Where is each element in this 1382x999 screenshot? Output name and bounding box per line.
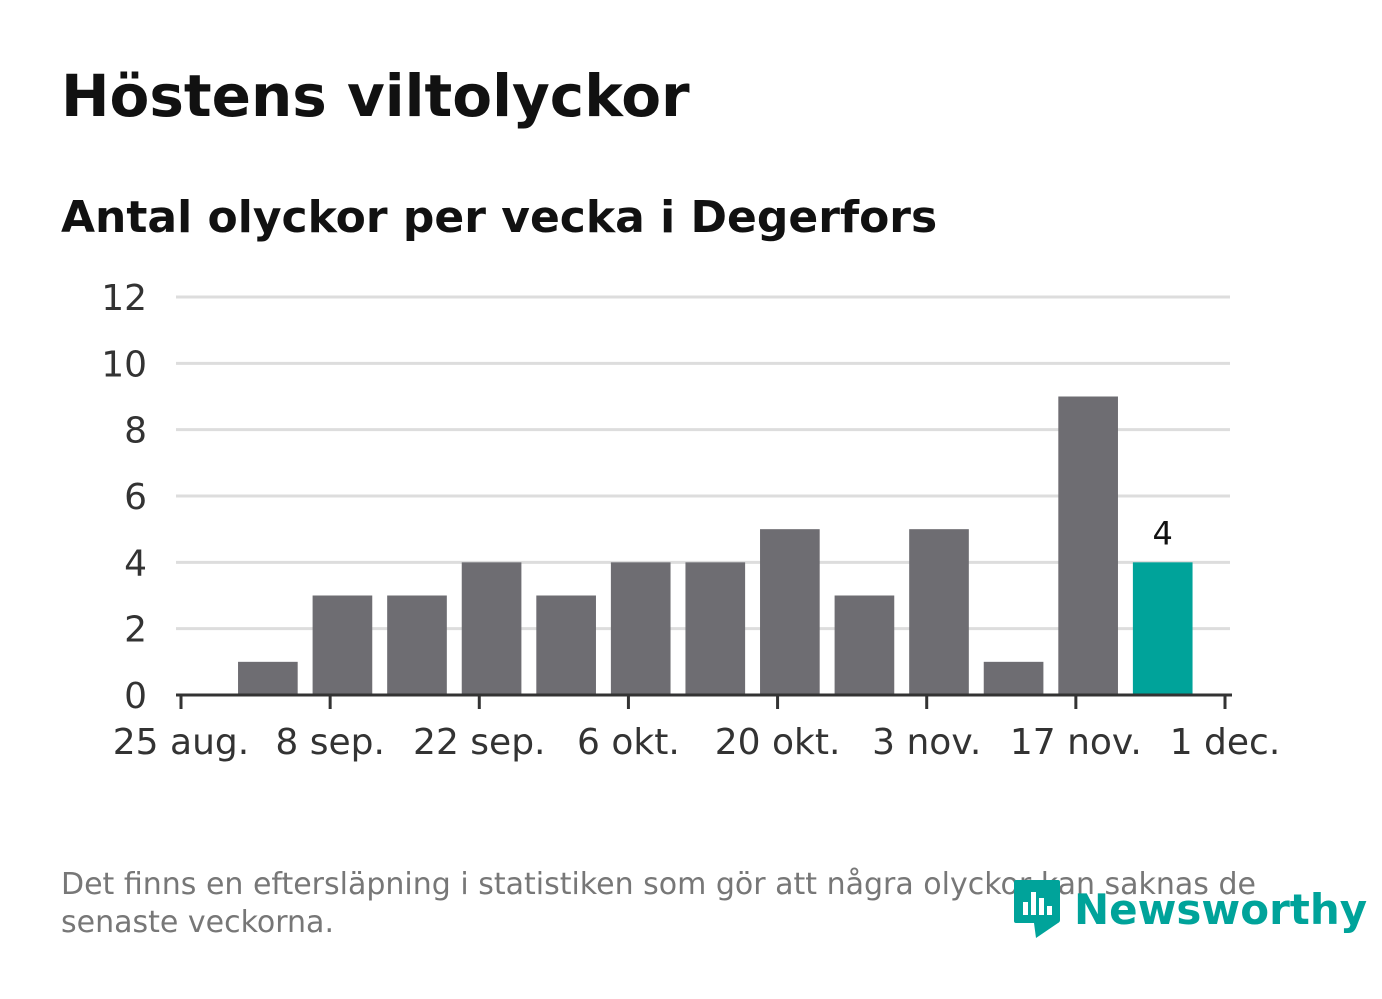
bar-week-7 <box>685 562 746 695</box>
y-axis-ticks: 0 2 4 6 8 10 12 <box>101 278 147 717</box>
bar-week-6 <box>610 562 671 695</box>
data-label: 4 <box>1153 514 1173 552</box>
bar-week-8 <box>760 529 820 695</box>
y-tick-label: 10 <box>101 344 147 385</box>
bar-chart: 0 2 4 6 8 10 12 4 25 aug. 8 sep. 22 sep. 6 okt. 20… <box>101 278 1281 763</box>
y-tick-label: 12 <box>101 278 147 319</box>
y-tick-label: 6 <box>124 477 147 518</box>
bars <box>238 396 1193 695</box>
bar-week-1 <box>238 661 298 695</box>
bar-week-4 <box>461 562 522 695</box>
x-tick-label: 20 okt. <box>715 722 841 763</box>
x-tick-label: 17 nov. <box>1010 722 1142 763</box>
bar-week-11 <box>983 661 1044 695</box>
bar-week-5 <box>536 595 596 695</box>
chart-subtitle: Antal olyckor per vecka i Degerfors <box>61 192 938 243</box>
y-tick-label: 0 <box>124 676 147 717</box>
x-tick-label: 3 nov. <box>872 722 981 763</box>
bar-week-9 <box>834 595 895 695</box>
bar-week-10 <box>909 529 969 695</box>
bar-week-3 <box>387 595 447 695</box>
chart-title: Höstens viltolyckor <box>61 62 690 130</box>
bar-week-13 <box>1132 562 1193 695</box>
newsworthy-logo-icon <box>1014 880 1060 938</box>
x-tick-label: 1 dec. <box>1170 722 1281 763</box>
y-tick-label: 4 <box>124 543 147 584</box>
x-tick-label: 6 okt. <box>577 722 680 763</box>
y-tick-label: 8 <box>124 411 147 452</box>
x-tick-label: 22 sep. <box>413 722 545 763</box>
newsworthy-logo: Newsworthy <box>1012 878 1367 940</box>
x-tick-label: 8 sep. <box>275 722 385 763</box>
logo-text: Newsworthy <box>1074 884 1368 934</box>
y-tick-label: 2 <box>124 610 147 651</box>
bar-week-12 <box>1058 396 1118 695</box>
bar-week-2 <box>312 595 373 695</box>
x-axis: 25 aug. 8 sep. 22 sep. 6 okt. 20 okt. 3 nov. 1… <box>113 693 1281 763</box>
x-tick-label: 25 aug. <box>113 722 249 763</box>
data-labels: 4 <box>1153 514 1173 552</box>
